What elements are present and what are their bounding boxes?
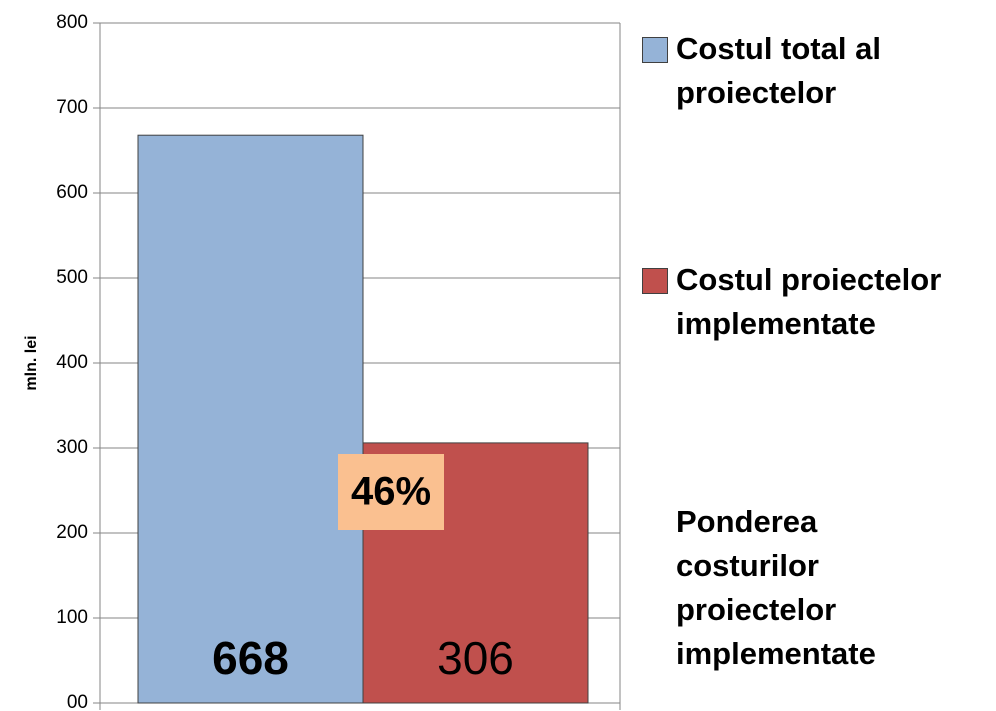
y-tick-label: 00 [67, 692, 88, 711]
legend-swatch [642, 268, 668, 294]
y-tick-label: 600 [56, 182, 88, 203]
y-axis-label: mln. lei [23, 335, 40, 390]
y-tick-label: 400 [56, 352, 88, 373]
data-label-box [338, 454, 444, 530]
data-label: 306 [437, 632, 514, 684]
bar [137, 134, 364, 704]
y-tick-label: 300 [56, 437, 88, 458]
y-tick-label: 700 [56, 97, 88, 118]
y-tick-label: 500 [56, 267, 88, 288]
y-tick-label: 800 [56, 12, 88, 33]
data-label: 46% [351, 470, 431, 514]
legend-swatch [642, 37, 668, 63]
y-tick-label: 100 [56, 607, 88, 628]
legend-label: Costul proiectelor implementate [676, 262, 942, 341]
legend-label: Costul total al proiectelor [676, 31, 881, 110]
y-tick-label: 200 [56, 522, 88, 543]
legend-label: Ponderea costurilor proiectelor implemen… [676, 504, 876, 671]
data-label: 668 [212, 632, 289, 684]
